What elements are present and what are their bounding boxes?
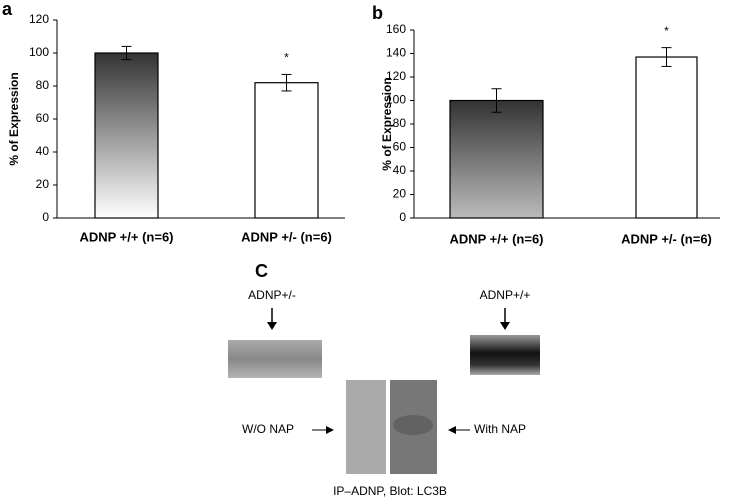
blot-label: ADNP+/+ (480, 288, 531, 302)
y-axis-label: % of Expression (7, 72, 21, 165)
error-bar (281, 73, 292, 92)
arrow-head (500, 322, 510, 330)
panel-label: C (255, 261, 268, 281)
y-tick-label: 140 (386, 46, 406, 60)
arrow-head (267, 322, 277, 330)
blot-label: With NAP (474, 422, 526, 436)
y-tick-label: 0 (399, 210, 406, 224)
x-tick-label: ADNP +/- (n=6) (621, 231, 712, 246)
blot-label: ADNP+/- (248, 288, 296, 302)
annotation: * (664, 24, 669, 38)
y-tick-label: 40 (393, 163, 407, 177)
x-tick-label: ADNP +/- (n=6) (241, 229, 332, 244)
blot (470, 335, 540, 375)
error-bar (121, 45, 132, 61)
y-tick-label: 160 (386, 22, 406, 36)
y-tick-label: 80 (393, 116, 407, 130)
y-tick-label: 60 (36, 111, 50, 125)
error-bar (661, 47, 672, 67)
arrow-head (326, 426, 334, 434)
error-bar (491, 88, 502, 113)
blot (228, 340, 322, 378)
y-tick-label: 40 (36, 144, 50, 158)
blot-band (393, 415, 433, 435)
blot (346, 380, 386, 474)
y-tick-label: 80 (36, 78, 50, 92)
bar (635, 56, 698, 219)
bar (94, 52, 159, 219)
panel-label: b (372, 3, 383, 23)
y-axis-label: % of Expression (380, 77, 394, 170)
caption: IP–ADNP, Blot: LC3B (333, 484, 447, 498)
arrow-head (448, 426, 456, 434)
x-tick-label: ADNP +/+ (n=6) (79, 229, 173, 244)
y-tick-label: 120 (29, 12, 49, 26)
x-tick-label: ADNP +/+ (n=6) (449, 231, 543, 246)
y-tick-label: 20 (393, 187, 407, 201)
blot-label: W/O NAP (242, 422, 294, 436)
bar (254, 82, 319, 219)
y-tick-label: 0 (42, 210, 49, 224)
y-tick-label: 20 (36, 177, 50, 191)
bar (449, 99, 544, 219)
y-tick-label: 100 (386, 93, 406, 107)
y-tick-label: 100 (29, 45, 49, 59)
panel-label: a (2, 0, 13, 19)
y-tick-label: 120 (386, 69, 406, 83)
y-tick-label: 60 (393, 140, 407, 154)
annotation: * (284, 51, 289, 65)
